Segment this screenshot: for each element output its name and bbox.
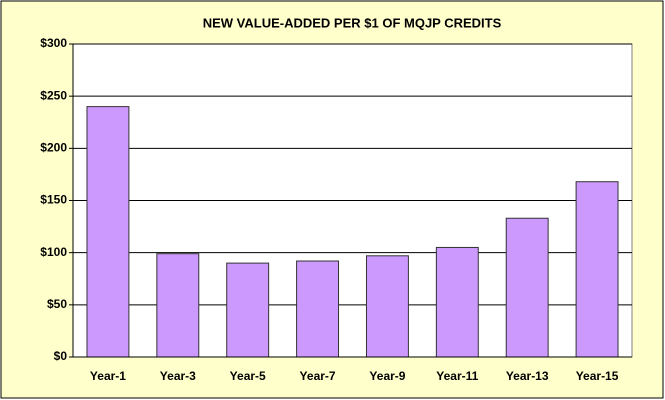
y-tick-label: $0 bbox=[54, 349, 68, 363]
y-tick-label: $250 bbox=[40, 88, 67, 102]
y-tick-label: $100 bbox=[40, 245, 67, 259]
bar bbox=[156, 253, 200, 358]
x-tick-label: Year-1 bbox=[90, 369, 126, 383]
x-tick-label: Year-3 bbox=[160, 369, 196, 383]
chart-title: NEW VALUE-ADDED PER $1 OF MQJP CREDITS bbox=[203, 15, 502, 30]
x-tick-label: Year-15 bbox=[576, 369, 619, 383]
bar bbox=[575, 181, 619, 358]
y-tick-label: $200 bbox=[40, 141, 67, 155]
x-tick-label: Year-7 bbox=[300, 369, 336, 383]
x-tick-label: Year-11 bbox=[436, 369, 478, 383]
bar bbox=[226, 262, 270, 358]
x-tick-label: Year-9 bbox=[369, 369, 405, 383]
y-tick-label: $150 bbox=[40, 193, 67, 207]
y-tick-label: $300 bbox=[40, 36, 67, 50]
x-tick-label: Year-13 bbox=[506, 369, 549, 383]
bar bbox=[435, 246, 479, 358]
y-tick-label: $50 bbox=[47, 297, 67, 311]
bar bbox=[296, 260, 340, 358]
bar bbox=[86, 106, 130, 358]
bar bbox=[365, 255, 409, 358]
bar bbox=[505, 217, 549, 358]
x-tick-label: Year-5 bbox=[230, 369, 266, 383]
